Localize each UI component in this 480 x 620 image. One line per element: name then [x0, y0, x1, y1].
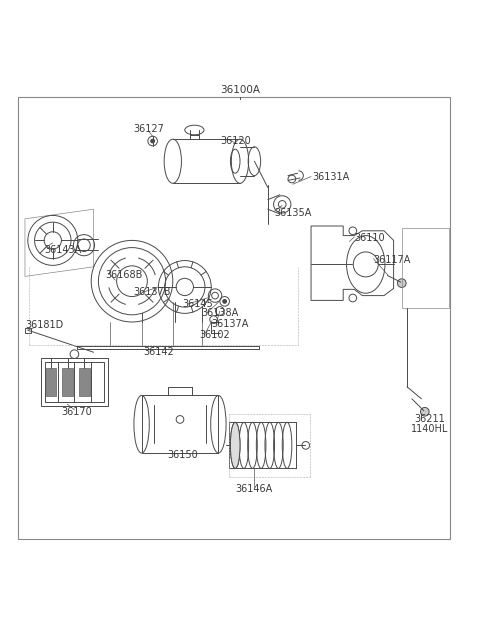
Text: 36131A: 36131A: [312, 172, 349, 182]
Text: 36170: 36170: [61, 407, 92, 417]
Bar: [142, 396, 218, 453]
Text: 36102: 36102: [199, 330, 230, 340]
Text: 36137B: 36137B: [133, 287, 171, 297]
Bar: [62, 368, 73, 396]
Text: 36100A: 36100A: [220, 85, 260, 95]
Bar: [46, 368, 56, 396]
Text: 36142: 36142: [143, 347, 174, 356]
Text: 36138A: 36138A: [202, 308, 239, 318]
Ellipse shape: [230, 422, 240, 468]
Text: 36181D: 36181D: [25, 321, 64, 330]
Bar: [25, 328, 31, 332]
Text: 36127: 36127: [133, 123, 164, 133]
Text: 36145: 36145: [182, 299, 213, 309]
Text: 36135A: 36135A: [275, 208, 312, 218]
Circle shape: [223, 299, 227, 303]
Bar: [45, 362, 104, 402]
Text: 36146A: 36146A: [236, 484, 273, 494]
Text: 36211: 36211: [414, 414, 445, 425]
Circle shape: [420, 407, 429, 416]
Polygon shape: [311, 226, 394, 301]
Bar: [41, 358, 108, 406]
Text: 36143A: 36143A: [44, 245, 82, 255]
Bar: [402, 228, 449, 308]
Text: 36137A: 36137A: [211, 319, 249, 329]
Circle shape: [151, 139, 155, 143]
Circle shape: [397, 279, 406, 288]
Text: 36150: 36150: [167, 450, 198, 460]
Text: 36110: 36110: [354, 233, 385, 243]
Bar: [79, 368, 90, 396]
Text: 36168B: 36168B: [106, 270, 143, 280]
Text: 36117A: 36117A: [373, 255, 411, 265]
Text: 1140HL: 1140HL: [411, 423, 448, 433]
Text: 36120: 36120: [220, 136, 251, 146]
